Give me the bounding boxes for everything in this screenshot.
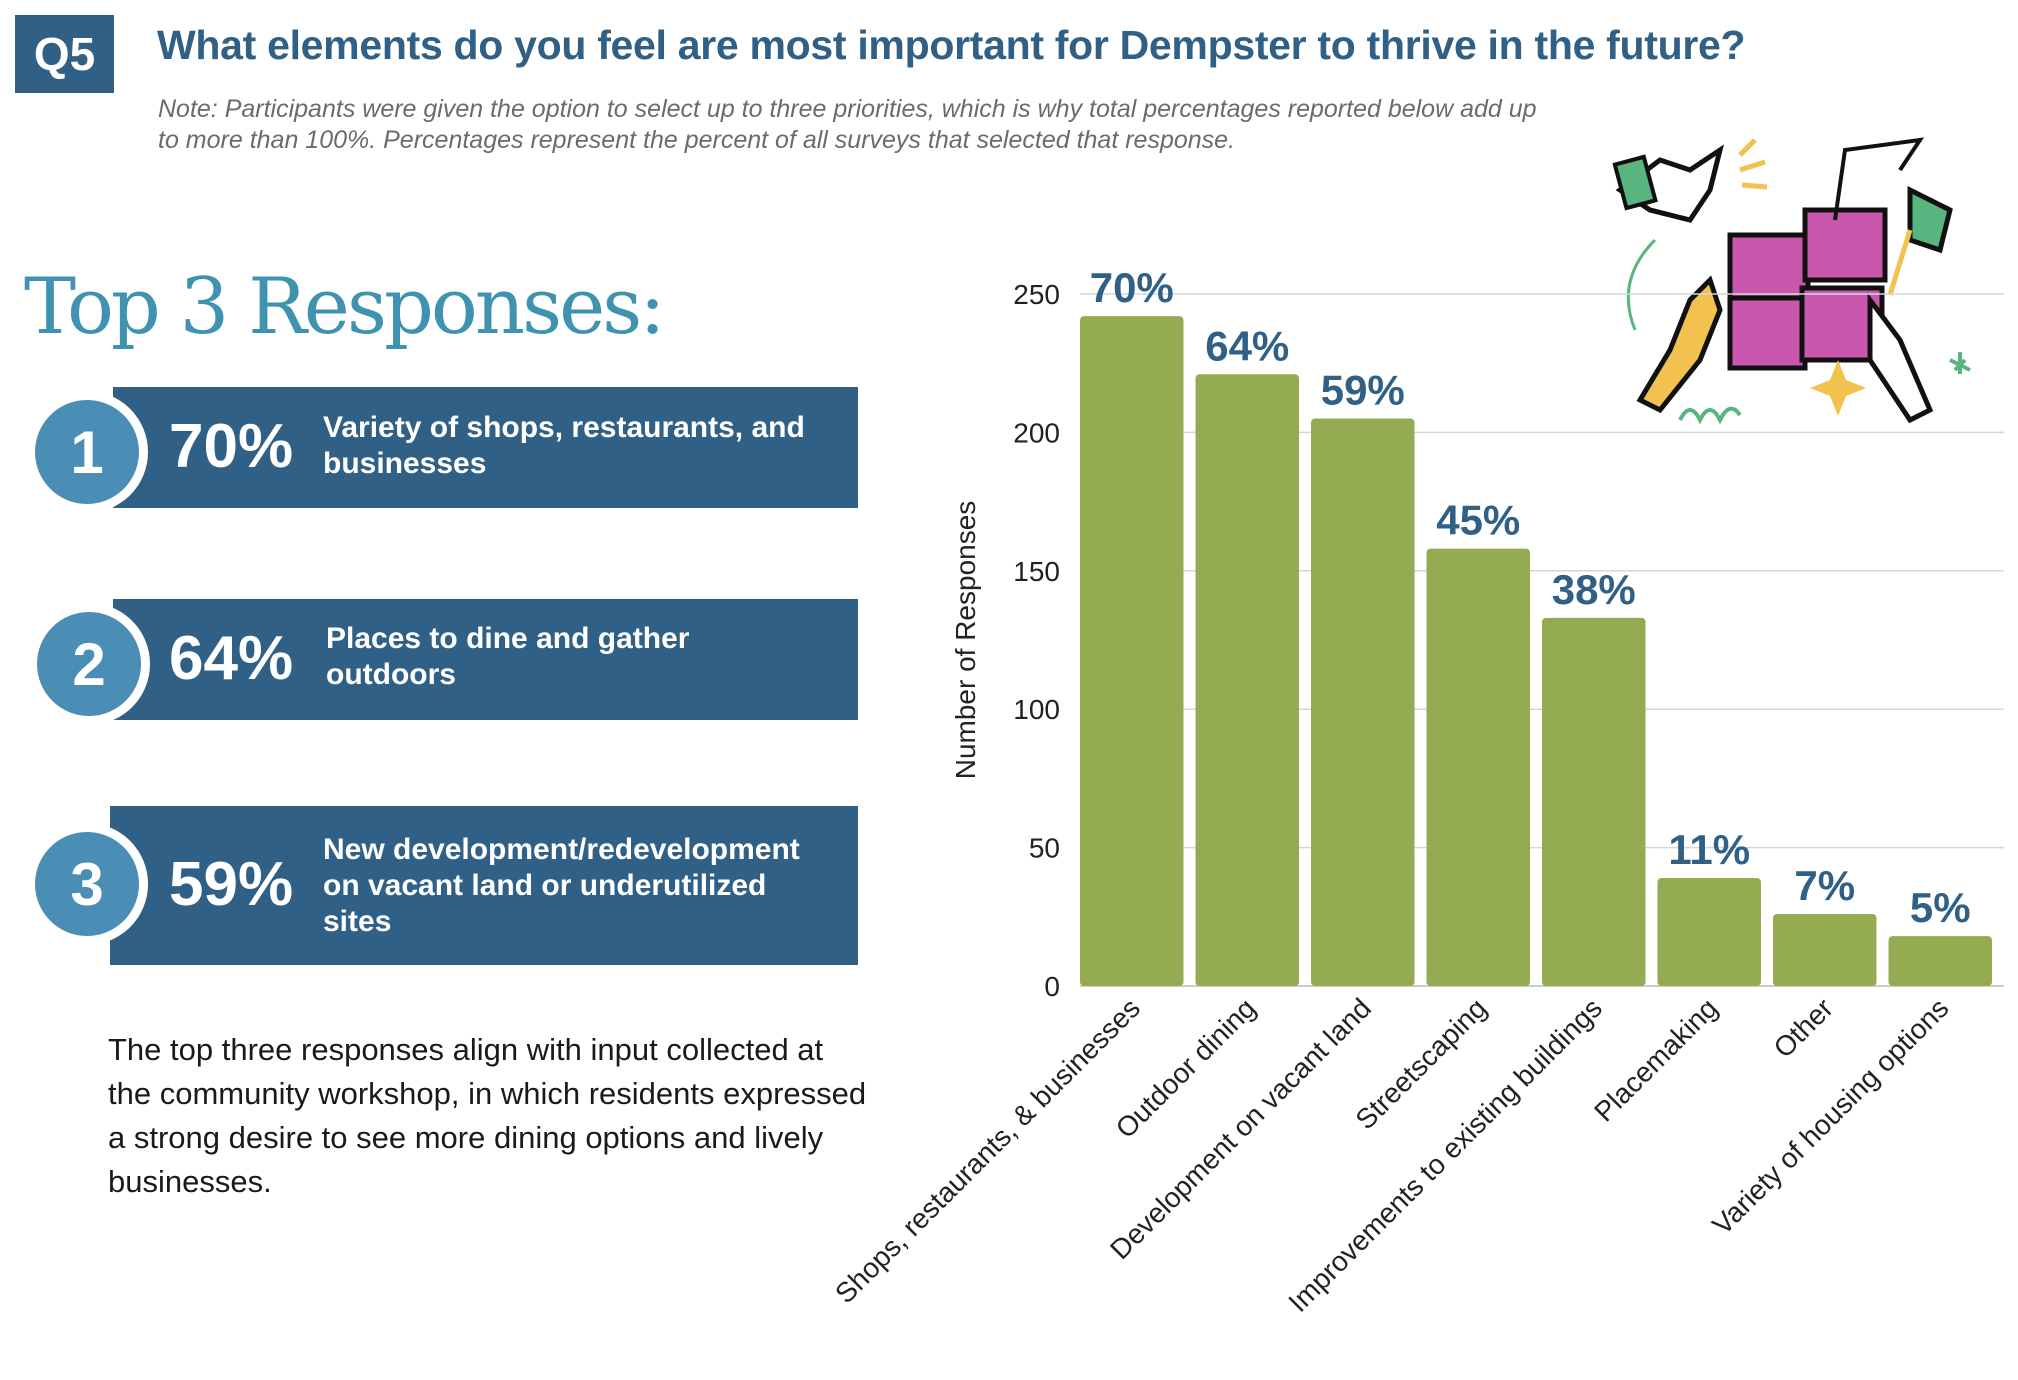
rank-badge-3: 3: [26, 823, 148, 945]
data-label: 45%: [1436, 497, 1520, 544]
x-tick-label: Other: [1768, 992, 1839, 1063]
y-tick-label: 50: [1029, 833, 1060, 864]
chart-bars: [1080, 316, 1992, 987]
hand-outline-icon: [1833, 137, 1925, 221]
arrow-icon: [1887, 229, 1913, 296]
hand-icon: [1636, 275, 1723, 414]
puzzle-piece-icon: [1802, 207, 1888, 283]
data-label: 64%: [1205, 322, 1289, 369]
x-tick-label: Shops, restaurants, & businesses: [829, 992, 1146, 1309]
bar: [1657, 878, 1761, 986]
bar: [1426, 548, 1530, 986]
summary-paragraph: The top three responses align with input…: [108, 1032, 867, 1199]
pointing-hand-icon: [1867, 292, 1934, 424]
squiggle-icon: [1678, 406, 1742, 425]
sleeve-cuff-icon: [1907, 185, 1953, 254]
page-title: What elements do you feel are most impor…: [157, 22, 1746, 68]
y-tick-label: 0: [1044, 971, 1060, 1002]
rank-badge-2: 2: [28, 603, 150, 725]
question-number-badge: Q5: [15, 15, 114, 93]
response-percent: 59%: [169, 850, 294, 919]
response-card-3: 59% New development/redevelopment on vac…: [110, 806, 858, 965]
data-label: 70%: [1090, 264, 1174, 311]
data-label: 5%: [1910, 884, 1971, 931]
bar: [1773, 914, 1877, 986]
y-tick-label: 100: [1013, 694, 1060, 725]
bar: [1888, 936, 1992, 986]
response-label: Places to dine and gather outdoors: [326, 622, 690, 691]
squiggle-icon: [1626, 238, 1657, 331]
response-card-2: 64% Places to dine and gather outdoors: [113, 599, 858, 720]
y-tick-label: 200: [1013, 417, 1060, 448]
y-tick-label: 250: [1013, 279, 1060, 310]
data-label: 38%: [1552, 566, 1636, 613]
top3-heading: Top 3 Responses:: [24, 262, 666, 352]
note-text: Note: Participants were given the option…: [158, 95, 1537, 154]
sparkle-icon: [1810, 360, 1866, 416]
x-tick-label: Placemaking: [1588, 992, 1723, 1127]
response-percent: 70%: [169, 412, 294, 481]
motion-lines-icon: [1738, 138, 1768, 190]
bar: [1311, 418, 1415, 986]
rank-badge-1: 1: [26, 391, 148, 513]
puzzle-hands-illustration: [1612, 137, 1971, 425]
star-icon: [1949, 352, 1971, 374]
response-percent: 64%: [169, 624, 294, 693]
response-card-1: 70% Variety of shops, restaurants, and b…: [113, 387, 858, 508]
data-label: 11%: [1668, 826, 1750, 873]
x-tick-label: Variety of housing options: [1706, 992, 1954, 1240]
data-label: 7%: [1794, 862, 1855, 909]
bar: [1080, 316, 1184, 986]
sleeve-cuff-icon: [1612, 154, 1658, 211]
y-tick-label: 150: [1013, 556, 1060, 587]
bar: [1195, 374, 1299, 987]
data-label: 59%: [1321, 367, 1405, 414]
response-label: New development/redevelopment on vacant …: [323, 833, 800, 938]
response-label: Variety of shops, restaurants, and busin…: [323, 411, 805, 480]
bar: [1542, 617, 1646, 986]
y-axis-label: Number of Responses: [950, 501, 981, 780]
